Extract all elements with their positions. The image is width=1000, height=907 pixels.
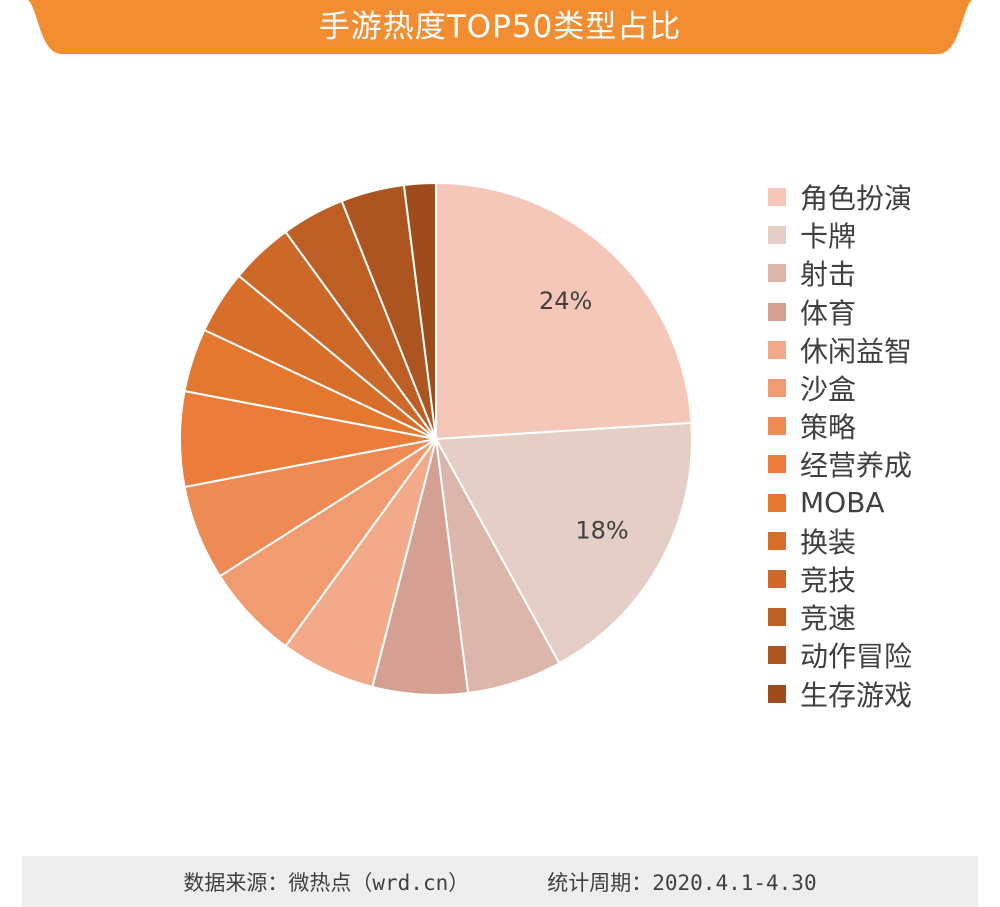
legend-swatch — [768, 608, 786, 627]
legend-label: 策略 — [800, 411, 857, 445]
legend-swatch — [768, 646, 786, 665]
legend-item-2: 卡牌 — [768, 216, 912, 254]
title-bar: 手游热度TOP50类型占比 — [0, 0, 1000, 60]
legend-label: 休闲益智 — [800, 334, 913, 368]
title-banner-shape — [28, 0, 972, 54]
legend-swatch — [768, 569, 786, 588]
legend-swatch — [768, 684, 786, 703]
legend-item-5: 休闲益智 — [768, 331, 912, 369]
legend-label: 经营养成 — [800, 449, 913, 483]
data-label-2: 18% — [575, 516, 628, 544]
legend-swatch — [768, 302, 786, 321]
data-source: 数据来源：微热点（wrd.cn） — [183, 870, 470, 895]
legend-label: 卡牌 — [800, 220, 857, 254]
legend-item-12: 竞速 — [768, 598, 912, 636]
pie-chart: 24% 18% — [178, 181, 693, 696]
pie-slice-2 — [434, 421, 693, 665]
legend-swatch — [768, 340, 786, 359]
legend-item-1: 角色扮演 — [768, 178, 912, 216]
legend-label: 射击 — [800, 258, 857, 292]
pie-slice-1 — [435, 181, 693, 441]
legend-item-11: 竞技 — [768, 560, 912, 598]
legend-label: MOBA — [800, 486, 885, 520]
legend-item-7: 策略 — [768, 407, 912, 445]
legend-swatch — [768, 379, 786, 398]
footer: 数据来源：微热点（wrd.cn） 统计周期：2020.4.1-4.30 — [22, 856, 978, 907]
legend-label: 竞技 — [800, 563, 857, 597]
legend-label: 换装 — [800, 525, 857, 559]
legend-label: 体育 — [800, 296, 857, 330]
legend-swatch — [768, 188, 786, 207]
legend-item-8: 经营养成 — [768, 445, 912, 483]
legend-swatch — [768, 493, 786, 512]
legend-item-14: 生存游戏 — [768, 674, 912, 712]
legend-item-6: 沙盒 — [768, 369, 912, 407]
legend-swatch — [768, 455, 786, 474]
data-label-1: 24% — [539, 287, 592, 315]
chart-title: 手游热度TOP50类型占比 — [318, 9, 682, 45]
legend-swatch — [768, 531, 786, 550]
legend-label: 动作冒险 — [800, 640, 913, 674]
legend-item-3: 射击 — [768, 254, 912, 292]
legend-item-13: 动作冒险 — [768, 636, 912, 674]
legend-swatch — [768, 417, 786, 436]
legend-swatch — [768, 264, 786, 283]
legend: 角色扮演卡牌射击体育休闲益智沙盒策略经营养成 MOBA 换装竞技竞速动作冒险生存游戏 — [768, 178, 912, 713]
legend-label: 竞速 — [800, 602, 857, 636]
legend-item-4: 体育 — [768, 293, 912, 331]
legend-item-9: MOBA — [768, 484, 912, 522]
legend-swatch — [768, 226, 786, 245]
legend-label: 生存游戏 — [800, 678, 913, 712]
legend-label: 沙盒 — [800, 373, 857, 407]
legend-label: 角色扮演 — [800, 182, 913, 216]
statistics-period: 统计周期：2020.4.1-4.30 — [547, 870, 817, 895]
pie-slice-14 — [402, 181, 437, 440]
legend-item-10: 换装 — [768, 522, 912, 560]
